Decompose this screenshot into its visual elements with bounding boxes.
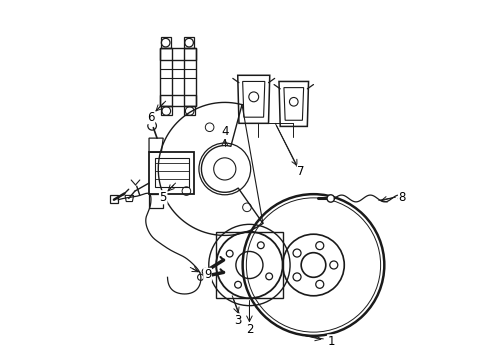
Text: 9: 9 (203, 268, 211, 282)
Text: 7: 7 (297, 165, 305, 178)
Text: 6: 6 (147, 111, 154, 124)
Text: 5: 5 (159, 191, 166, 204)
Text: 8: 8 (398, 191, 405, 204)
Text: 1: 1 (327, 335, 334, 348)
Circle shape (326, 195, 334, 202)
Text: 3: 3 (234, 314, 242, 327)
Text: 2: 2 (245, 323, 253, 336)
Circle shape (202, 269, 208, 275)
Circle shape (197, 274, 203, 280)
Text: 4: 4 (221, 125, 228, 139)
